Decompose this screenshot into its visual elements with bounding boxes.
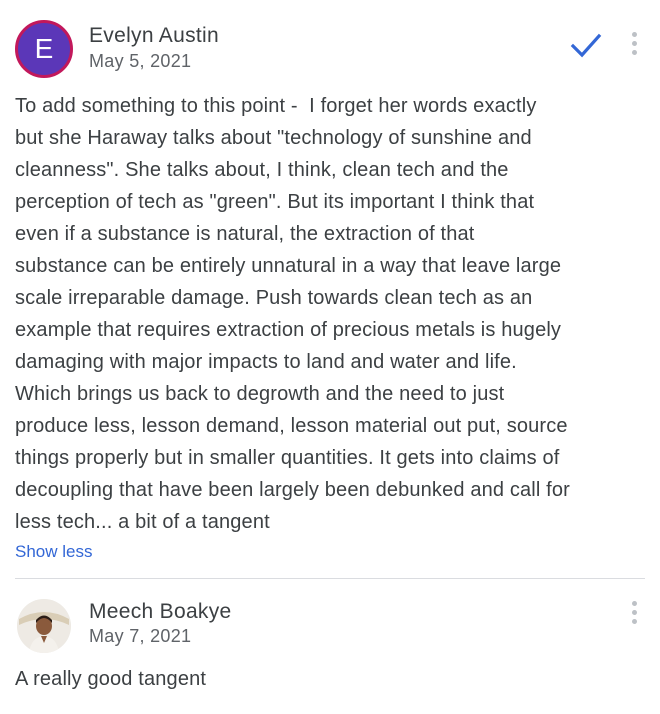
comment-date: May 5, 2021	[89, 51, 192, 71]
show-less-link[interactable]: Show less	[15, 542, 93, 561]
comment-divider	[15, 578, 645, 579]
reply-body: A really good tangent	[15, 668, 207, 690]
avatar-letter: E	[34, 33, 54, 64]
check-icon[interactable]	[568, 30, 604, 62]
comment-author: Evelyn Austin	[89, 24, 219, 47]
reply-author: Meech Boakye	[89, 600, 232, 623]
author-avatar: E	[15, 20, 73, 78]
reply-avatar	[17, 599, 71, 653]
comment-body: To add something to this point - I forge…	[15, 95, 570, 533]
reply-date: May 7, 2021	[89, 626, 192, 646]
person-photo-icon	[17, 599, 71, 653]
more-vert-icon[interactable]	[629, 32, 639, 62]
more-vert-icon[interactable]	[629, 601, 639, 631]
